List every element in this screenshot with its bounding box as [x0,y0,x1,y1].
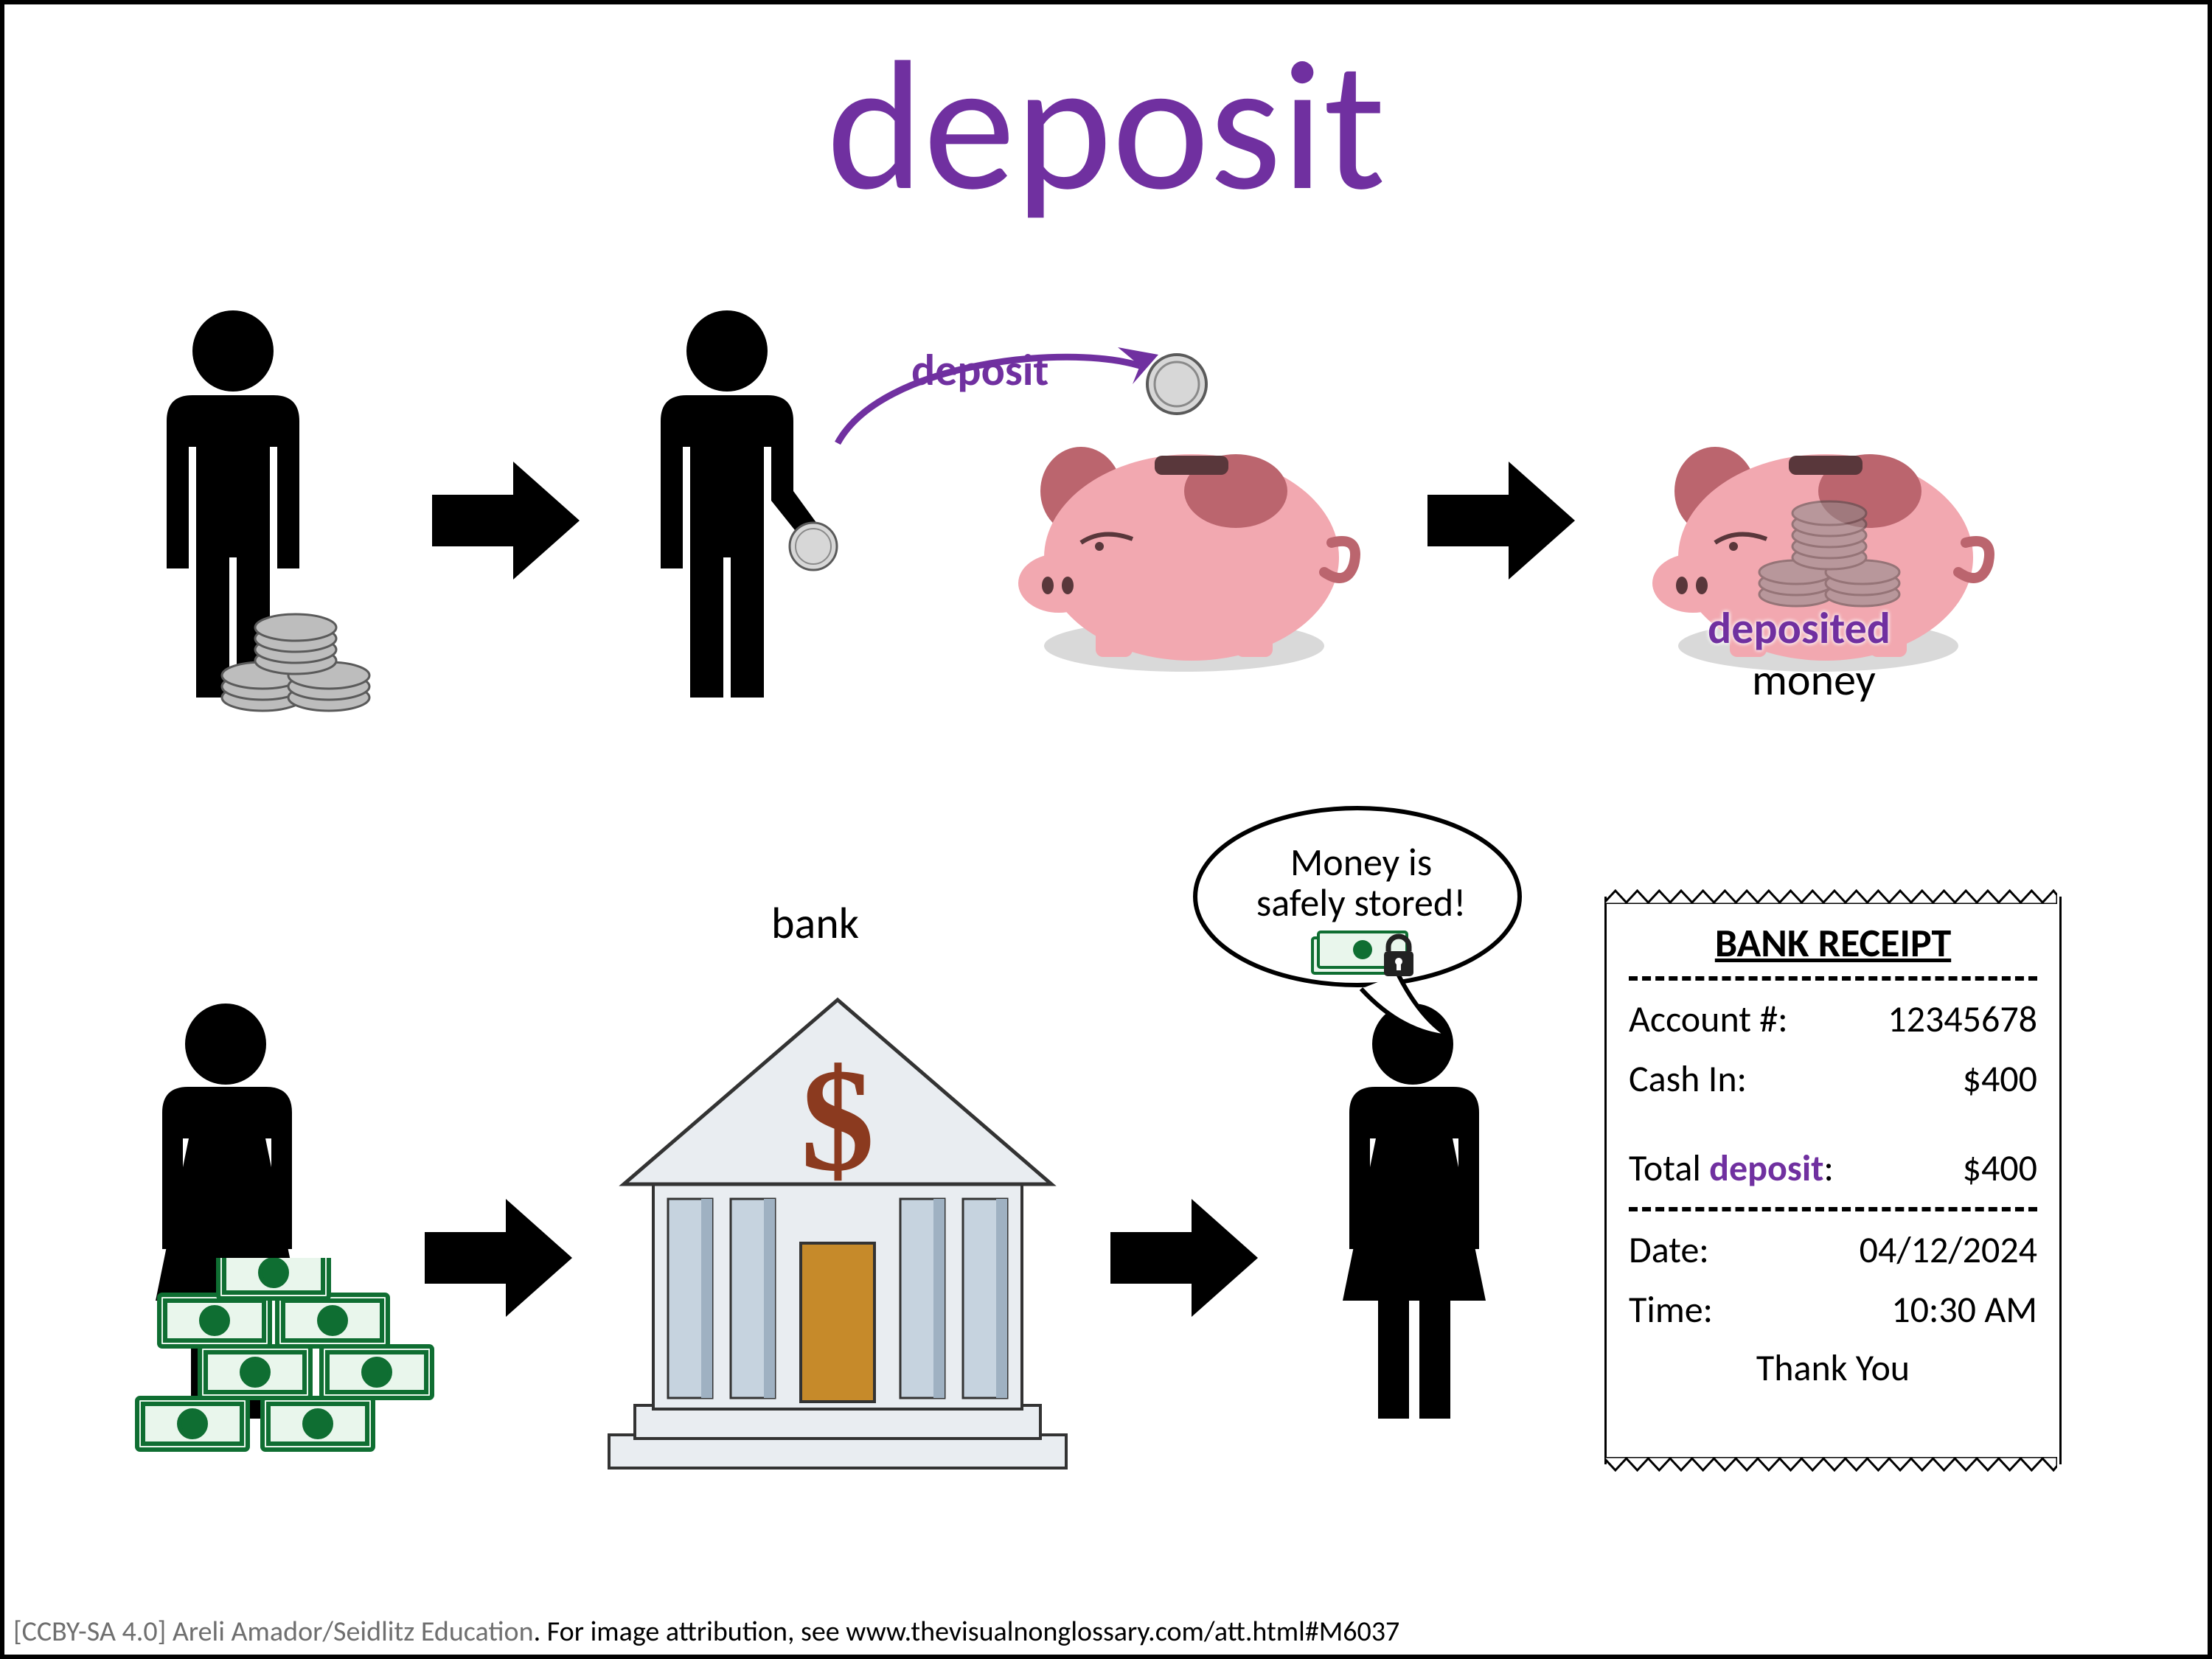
coin-icon [790,523,837,570]
deposited-label: deposited [1708,602,1891,655]
locked-cash-icon [1310,925,1427,987]
receipt-row-account: Account #: 12345678 [1629,990,2037,1049]
attribution-text: [CCBY-SA 4.0] Areli Amador/Seidlitz Educ… [13,1615,1399,1649]
bank-receipt: BANK RECEIPT Account #: 12345678 Cash In… [1604,897,2062,1464]
step-woman-result [1302,1000,1523,1461]
receipt-account-key: Account #: [1629,997,1888,1042]
arrow-right-icon [1110,1199,1258,1317]
step1-person-coins [130,307,380,723]
receipt-total-key: Total deposit: [1629,1146,1963,1191]
arrow-right-icon [1427,462,1575,580]
infographic-stage: deposit [0,0,2212,1659]
page-title: deposit [4,34,2208,218]
receipt-row-total: Total deposit: $400 [1629,1138,2037,1198]
receipt-title: BANK RECEIPT [1629,919,2037,967]
receipt-account-val: 12345678 [1888,997,2037,1042]
cash-pile-icon [130,1258,439,1483]
svg-text:$: $ [801,1039,874,1202]
money-label: money [1752,653,1876,707]
receipt-thanks: Thank You [1629,1340,2037,1391]
step2-person-deposit [639,307,845,723]
receipt-row-date: Date: 04/12/2024 [1629,1220,2037,1280]
deposit-label: deposit [911,344,1048,397]
receipt-cashin-key: Cash In: [1629,1057,1963,1102]
receipt-time-val: 10:30 AM [1891,1287,2037,1332]
bubble-line1: Money is [1258,841,1464,883]
receipt-row-cashin: Cash In: $400 [1629,1049,2037,1109]
receipt-cashin-val: $400 [1963,1057,2037,1102]
receipt-date-key: Date: [1629,1228,1860,1273]
piggy-bank-icon [1000,403,1368,686]
bubble-line2: safely stored! [1228,882,1494,924]
arrow-right-icon [425,1199,572,1317]
receipt-time-key: Time: [1629,1287,1891,1332]
bank-building-icon: $ [594,948,1081,1483]
arrow-right-icon [432,462,580,580]
bank-label: bank [771,897,859,950]
receipt-row-time: Time: 10:30 AM [1629,1280,2037,1340]
receipt-date-val: 04/12/2024 [1860,1228,2037,1273]
receipt-total-val: $400 [1963,1146,2037,1191]
